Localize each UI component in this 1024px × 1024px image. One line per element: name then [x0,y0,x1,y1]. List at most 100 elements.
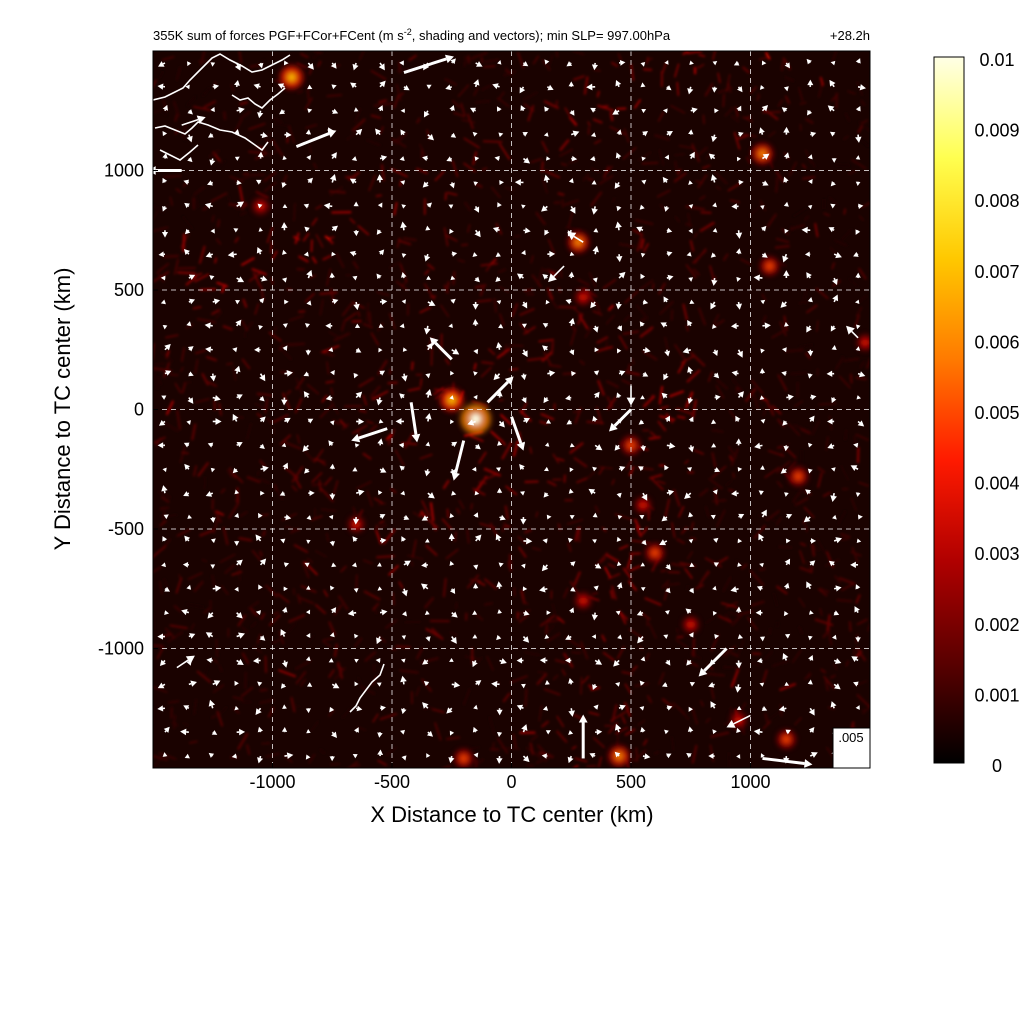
heatmap-texture-stroke [500,413,512,426]
vector-arrow [236,394,243,400]
vector-arrow [279,108,286,115]
heatmap-texture-stroke [248,612,261,619]
vector-arrow-head [449,513,455,519]
heatmap-cell [651,549,659,557]
vector-arrow [330,370,335,376]
heatmap-texture-stroke [408,54,417,62]
vector-arrow-shaft [855,658,859,662]
vector-arrow [451,440,466,481]
vector-arrow-head [737,391,744,398]
vector-arrow-head [592,277,598,283]
heatmap-texture-stroke [312,51,324,59]
vector-arrow-head [520,491,525,496]
vector-arrow-shaft [427,394,430,398]
vector-arrow [570,130,580,137]
vector-arrow-head [497,60,502,65]
heatmap-texture-stroke [776,460,791,474]
vector-arrow [449,182,455,189]
vector-arrow-shaft [475,538,479,542]
heatmap-texture-stroke [463,57,467,67]
vector-arrow [855,106,861,112]
vector-arrow [157,83,166,90]
heatmap-texture-stroke [798,87,804,102]
vector-arrow-head [736,156,741,162]
vector-arrow-head [666,251,673,257]
vector-arrow-head [617,515,623,520]
vector-arrow-shaft [211,705,214,709]
vector-arrow-head [329,706,335,713]
vector-arrow-head [615,610,621,616]
vector-arrow-shaft [569,755,573,759]
vector-arrow-shaft [737,395,741,399]
vector-arrow [522,61,529,67]
vector-arrow-head [781,370,787,377]
vector-arrow-shaft [427,492,431,496]
vector-arrow [496,708,503,716]
vector-arrow [832,514,837,520]
vector-arrow [303,203,310,209]
heatmap-texture-stroke [593,69,601,72]
vector-arrow-shaft [665,300,668,303]
vector-arrow-head [180,728,187,736]
vector-arrow-head [546,156,551,161]
vector-arrow-shaft [547,86,550,89]
vector-arrow-head [376,174,384,181]
vector-arrow [569,561,576,567]
vector-arrow-head [450,132,457,138]
vector-arrow [306,155,312,161]
vector-arrow-shaft [545,348,548,351]
vector-arrow [708,753,715,759]
vector-arrow [328,658,334,663]
vector-arrow-head [804,251,810,257]
vector-arrow [786,513,793,520]
vector-arrow [451,348,460,355]
heatmap-texture-stroke [861,119,868,124]
vector-arrow [642,347,651,354]
vector-arrow-head [689,562,695,567]
heatmap-texture-stroke [491,186,501,198]
vector-arrow [255,179,262,185]
vector-arrow-shaft [522,636,526,639]
heatmap-texture-stroke [661,698,674,708]
vector-arrow-head [186,321,192,327]
vector-arrow-head [496,487,503,493]
vector-arrow [571,371,577,377]
vector-arrow [282,323,288,328]
heatmap-texture-stroke [286,622,297,634]
vector-arrow [427,300,436,307]
heatmap-texture-stroke [541,175,548,194]
vector-arrow [353,230,359,237]
heatmap-texture-stroke [798,597,806,608]
heatmap-texture-stroke [502,692,511,703]
vector-arrow-head [595,444,603,451]
vector-arrow-head [450,275,456,281]
vector-arrow-head [834,658,842,665]
vector-arrow-shaft [545,564,548,568]
heatmap-texture-stroke [561,669,566,676]
vector-arrow-shaft [570,205,574,209]
vector-arrow-shaft [712,705,716,709]
vector-arrow [661,392,668,399]
vector-arrow [831,158,837,163]
heatmap-texture-stroke [339,419,348,428]
vector-arrow-head [711,443,717,448]
vector-arrow [641,108,647,114]
vector-arrow-head [568,607,575,614]
vector-arrow-head [204,322,211,329]
heatmap-texture-stroke [466,528,470,544]
heatmap-texture-stroke [679,145,694,149]
vector-arrow-head [352,536,358,542]
vector-arrow-head [282,704,287,709]
vector-arrow [180,728,189,736]
heatmap-texture-stroke [646,56,649,65]
vector-arrow [378,419,384,424]
vector-arrow [420,583,429,590]
vector-arrow [760,205,765,210]
vector-arrow-head [305,350,312,356]
vector-arrow [856,538,862,543]
vector-arrow [400,180,406,185]
vector-arrow [330,62,337,69]
vector-arrow [760,299,766,305]
heatmap-texture-stroke [199,529,215,537]
vector-arrow [688,706,693,712]
